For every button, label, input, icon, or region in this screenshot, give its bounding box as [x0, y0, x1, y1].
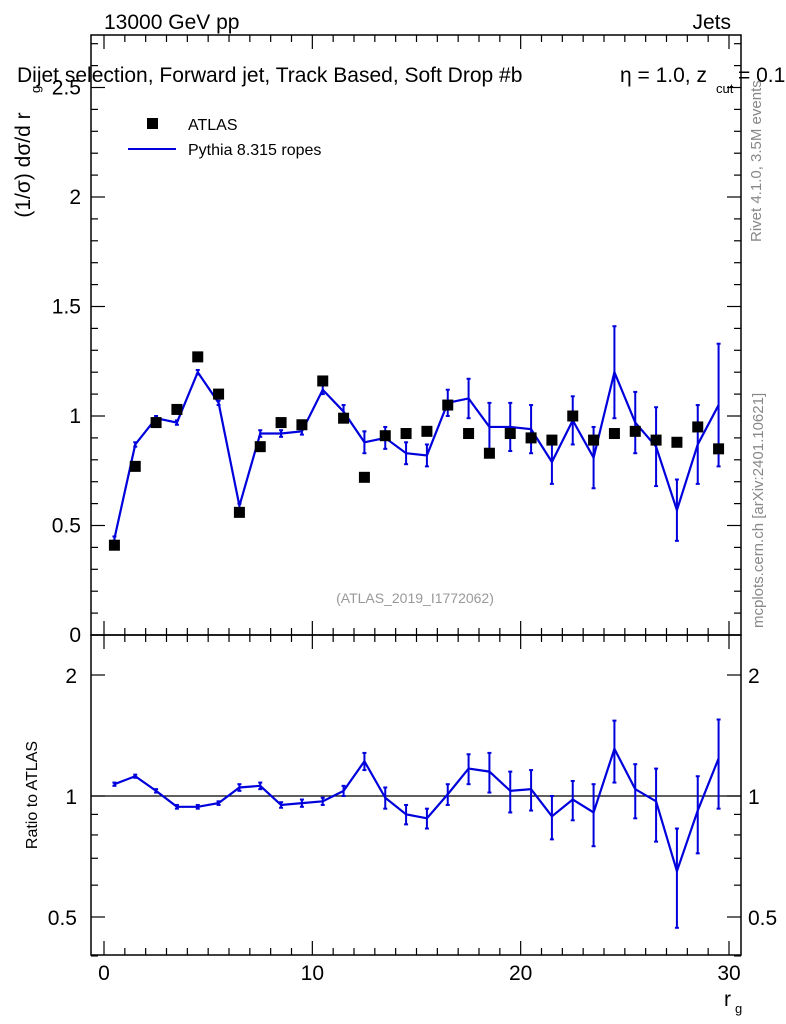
legend-data-label: ATLAS [188, 117, 238, 134]
atlas-data-point [108, 539, 120, 551]
selection-title-sub: cut [716, 81, 734, 96]
x-tick-label: 0 [98, 962, 110, 985]
selection-title-tail: η = 1.0, z [620, 64, 707, 87]
atlas-data-point [421, 425, 433, 437]
atlas-data-point [504, 428, 516, 440]
ratio-y-tick-label-right: 1 [748, 786, 760, 809]
atlas-data-point [317, 375, 329, 387]
atlas-data-point [358, 471, 370, 483]
atlas-data-point [379, 430, 391, 442]
rivet-label: Rivet 4.1.0, 3.5M events [748, 80, 765, 242]
atlas-data-point [129, 460, 141, 472]
ratio-y-tick-label-left: 2 [65, 665, 77, 688]
atlas-data-point [254, 441, 266, 453]
atlas-data-point [629, 425, 641, 437]
atlas-data-point [171, 403, 183, 415]
ratio-y-axis-label: Ratio to ATLAS [24, 741, 41, 849]
ratio-line [114, 746, 720, 875]
atlas-data-point [192, 351, 204, 363]
main-y-tick-label: 1 [69, 405, 81, 428]
atlas-data-point [296, 419, 308, 431]
atlas-data-point [650, 434, 662, 446]
x-tick-label: 20 [509, 962, 532, 985]
legend-mc-label: Pythia 8.315 ropes [188, 142, 321, 159]
main-y-tick-labels: 0 0.5 1 1.5 2 2.5 [52, 77, 81, 648]
x-axis-label-sub: g [735, 1001, 742, 1016]
atlas-data-point [671, 436, 683, 448]
main-axis-ticks [91, 35, 741, 636]
main-y-axis-label: (1/σ) dσ/d r g [12, 86, 43, 218]
atlas-data-point [400, 428, 412, 440]
selection-title: Dijet selection, Forward jet, Track Base… [17, 64, 522, 87]
atlas-data-point [442, 399, 454, 411]
atlas-data-point [483, 447, 495, 459]
ratio-y-tick-label-left: 1 [65, 786, 77, 809]
main-y-label-text: (1/σ) dσ/d r [12, 112, 35, 217]
atlas-data-point [213, 388, 225, 400]
x-tick-label: 30 [717, 962, 740, 985]
atlas-data-point [150, 417, 162, 429]
ratio-series-layer [91, 718, 741, 929]
atlas-data-point [588, 434, 600, 446]
main-y-label-sub: g [28, 86, 43, 93]
selection-title-end: = 0.1 [738, 64, 785, 87]
atlas-data-point [525, 432, 537, 444]
ratio-y-tick-label-left: 0.5 [48, 907, 77, 930]
energy-label: 13000 GeV pp [104, 11, 239, 34]
x-tick-labels: 0 10 20 30 [98, 962, 741, 985]
ratio-y-tick-label-right: 0.5 [748, 907, 777, 930]
main-y-tick-label: 2.5 [52, 77, 81, 100]
atlas-data-point [463, 428, 475, 440]
atlas-data-point [608, 428, 620, 440]
main-series-layer [108, 325, 725, 551]
legend-data-marker [147, 118, 158, 129]
atlas-data-point [546, 434, 558, 446]
atlas-data-point [233, 506, 245, 518]
main-y-tick-label: 0.5 [52, 515, 81, 538]
ratio-y-tick-labels: 0.5 0.5 1 1 2 2 [48, 665, 777, 930]
x-axis-label: r [724, 988, 731, 1011]
atlas-data-point [338, 412, 350, 424]
atlas-data-point [567, 410, 579, 422]
category-label: Jets [692, 11, 731, 34]
atlas-data-point [275, 417, 287, 429]
ratio-axis-ticks [91, 635, 741, 957]
mc-line [113, 368, 720, 539]
atlas-data-point [692, 421, 704, 433]
main-y-tick-label: 1.5 [52, 296, 81, 319]
main-y-tick-label: 2 [69, 186, 81, 209]
main-y-tick-label: 0 [69, 624, 81, 647]
atlas-data-point [713, 443, 725, 455]
analysis-watermark: (ATLAS_2019_I1772062) [336, 590, 494, 606]
mcplots-label: mcplots.cern.ch [arXiv:2401.10621] [750, 393, 767, 628]
ratio-y-tick-label-right: 2 [748, 665, 760, 688]
x-tick-label: 10 [301, 962, 324, 985]
